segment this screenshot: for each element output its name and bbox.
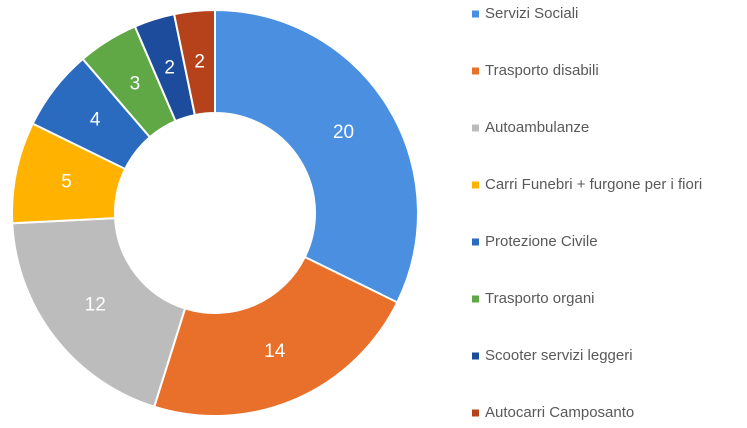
legend-label: Autoambulanze bbox=[485, 119, 589, 136]
legend-swatch bbox=[472, 124, 479, 132]
legend-swatch bbox=[472, 352, 479, 360]
legend-swatch bbox=[472, 295, 479, 303]
data-label: 3 bbox=[130, 73, 141, 94]
legend-label: Autocarri Camposanto bbox=[485, 404, 634, 421]
slice bbox=[214, 8, 419, 304]
legend-label: Trasporto disabili bbox=[485, 62, 599, 79]
legend-label: Protezione Civile bbox=[485, 233, 598, 250]
slice bbox=[11, 217, 187, 408]
legend-label: Trasporto organi bbox=[485, 290, 595, 307]
legend-swatch bbox=[472, 10, 479, 18]
data-label: 2 bbox=[164, 57, 175, 78]
legend-swatch bbox=[472, 238, 479, 246]
legend-label: Scooter servizi leggeri bbox=[485, 347, 633, 364]
legend-label: Servizi Sociali bbox=[485, 5, 578, 22]
legend-swatch bbox=[472, 409, 479, 417]
data-label: 5 bbox=[61, 172, 72, 193]
slice bbox=[172, 8, 216, 117]
slice bbox=[152, 255, 399, 417]
legend-swatch bbox=[472, 181, 479, 189]
data-label: 12 bbox=[85, 295, 106, 316]
data-label: 20 bbox=[333, 122, 354, 143]
legend-label: Carri Funebri + furgone per i fiori bbox=[485, 176, 702, 193]
data-label: 2 bbox=[194, 51, 205, 72]
data-label: 4 bbox=[90, 109, 101, 130]
data-label: 14 bbox=[264, 341, 286, 362]
legend-swatch bbox=[472, 67, 479, 75]
